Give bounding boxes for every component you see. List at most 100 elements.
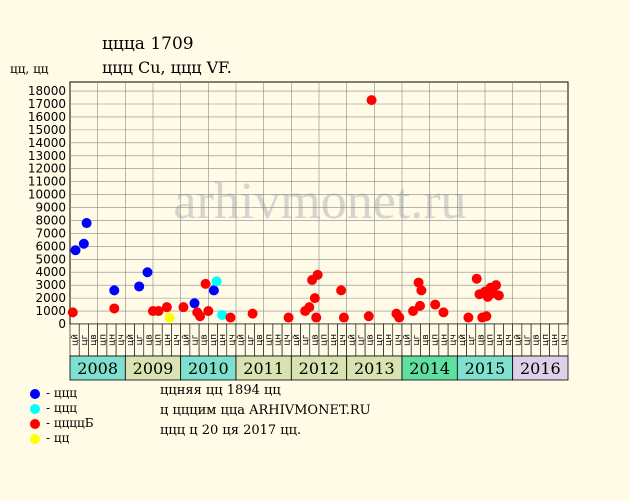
- year-label: 2013: [354, 359, 395, 378]
- year-label: 2009: [133, 359, 174, 378]
- data-point: [312, 269, 323, 280]
- month-label: цп: [209, 334, 219, 346]
- chart-subtitle: ццц Cu, ццц VF.: [102, 58, 232, 77]
- y-tick-label: 13000: [28, 149, 66, 163]
- note-line: ццняя цц 1894 цц: [160, 383, 281, 398]
- month-label: цн: [550, 334, 560, 346]
- data-point: [109, 285, 120, 296]
- legend-dot: [30, 433, 40, 444]
- y-tick-label: 3000: [35, 278, 66, 292]
- legend-item: - цц: [30, 431, 69, 445]
- data-point: [463, 312, 474, 323]
- legend-item: - ццц: [30, 386, 77, 400]
- data-point: [109, 303, 120, 314]
- y-tick-label: 5000: [35, 252, 66, 266]
- year-cell: [456, 355, 514, 381]
- month-label: цн: [108, 334, 118, 346]
- year-label: 2016: [520, 359, 561, 378]
- data-point: [414, 300, 425, 311]
- y-tick-label: 7000: [35, 226, 66, 240]
- legend-dot: [30, 388, 40, 399]
- month-label: цй: [458, 334, 468, 346]
- y-axis: 0100020003000400050006000700080009000100…: [28, 84, 66, 331]
- data-point: [311, 312, 322, 323]
- month-label: цч: [393, 334, 403, 345]
- data-point: [471, 273, 482, 284]
- month-label: цн: [163, 334, 173, 346]
- data-point: [416, 285, 427, 296]
- month-label: цв: [200, 334, 210, 345]
- data-point: [408, 306, 419, 317]
- month-label: цг: [467, 334, 477, 345]
- y-tick-label: 4000: [35, 265, 66, 279]
- month-label: цг: [523, 334, 533, 345]
- month-label: цв: [476, 334, 486, 345]
- data-point: [142, 267, 153, 278]
- data-point: [491, 280, 502, 291]
- year-cell: [346, 355, 403, 381]
- data-point: [211, 276, 222, 287]
- month-label: цн: [384, 334, 394, 346]
- legend-label: - ццццБ: [46, 416, 94, 430]
- data-point: [134, 281, 145, 292]
- month-label: цн: [329, 334, 339, 346]
- data-point: [247, 308, 258, 319]
- month-label: цв: [255, 334, 265, 345]
- y-tick-label: 16000: [28, 110, 66, 124]
- month-label: цп: [375, 334, 385, 346]
- month-label: цп: [541, 334, 551, 346]
- month-label: цв: [366, 334, 376, 345]
- data-point: [413, 277, 424, 288]
- month-label: цй: [237, 334, 247, 346]
- month-label: цв: [144, 334, 154, 345]
- month-label: цн: [495, 334, 505, 346]
- y-tick-label: 10000: [28, 188, 66, 202]
- x-axis-years: 2008 2009 2010 2011 2012 2013 2014 2015 2016: [69, 355, 569, 381]
- year-label: 2015: [465, 359, 506, 378]
- y-tick-label: 9000: [35, 201, 66, 215]
- data-point: [430, 299, 441, 310]
- month-label: цч: [504, 334, 514, 345]
- year-cell: [290, 355, 348, 381]
- y-tick-label: 0: [58, 317, 66, 331]
- chart-title: ццца 1709: [102, 34, 194, 54]
- data-point: [394, 312, 405, 323]
- month-label: цп: [98, 334, 108, 346]
- data-point: [493, 290, 504, 301]
- month-label: цч: [117, 334, 127, 345]
- y-tick-label: 18000: [28, 84, 66, 98]
- month-label: цч: [227, 334, 237, 345]
- y-tick-label: 15000: [28, 123, 66, 137]
- y-tick-label: 6000: [35, 239, 66, 253]
- month-label: цн: [440, 334, 450, 346]
- data-point: [67, 307, 78, 318]
- data-point: [217, 309, 228, 320]
- month-label: цг: [80, 334, 90, 345]
- month-label: цч: [449, 334, 459, 345]
- month-label: цг: [135, 334, 145, 345]
- month-label: цн: [218, 334, 228, 346]
- legend-item: - ццццБ: [30, 416, 94, 430]
- month-label: цг: [301, 334, 311, 345]
- data-point: [338, 312, 349, 323]
- data-point: [309, 293, 320, 304]
- data-point: [366, 95, 377, 106]
- note-line: ц цццим ццa ARHIVMONET.RU: [160, 403, 371, 418]
- data-point: [203, 306, 214, 317]
- month-label: цг: [412, 334, 422, 345]
- year-label: 2010: [188, 359, 229, 378]
- year-label: 2012: [299, 359, 340, 378]
- x-axis-months: цй цг цв цп цн цч цй цг цв цп цн цч цй цг цв цп цн цч цй цг…: [69, 323, 569, 357]
- data-point: [195, 311, 206, 322]
- month-label: цв: [532, 334, 542, 345]
- data-point: [164, 312, 175, 323]
- y-tick-label: 12000: [28, 162, 66, 176]
- data-point: [336, 285, 347, 296]
- month-label: цй: [126, 334, 136, 346]
- data-point: [481, 311, 492, 322]
- year-cell: [235, 355, 292, 381]
- month-label: цй: [347, 334, 357, 346]
- data-point: [189, 298, 200, 309]
- data-point: [225, 312, 236, 323]
- month-label: цг: [246, 334, 256, 345]
